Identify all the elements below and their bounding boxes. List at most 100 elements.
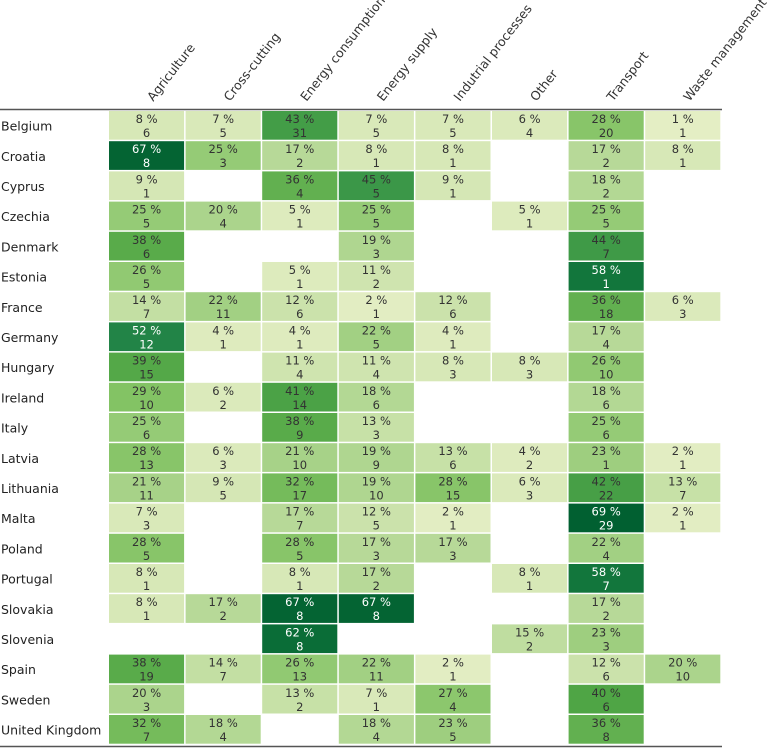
cell-fill — [338, 231, 414, 261]
cell-fill — [185, 654, 261, 684]
cell-fill — [185, 443, 261, 472]
cell-fill — [262, 564, 338, 593]
cell-percent: 2 % — [672, 444, 694, 458]
cell-percent: 25 % — [132, 203, 161, 217]
cell-count: 1 — [296, 217, 303, 231]
heatmap-cell: 8 %1 — [338, 141, 414, 170]
heatmap-cell: 17 %2 — [338, 564, 414, 593]
cell-fill — [185, 382, 261, 412]
row-label: Denmark — [1, 239, 59, 254]
heatmap-cell: 12 %6 — [262, 292, 338, 321]
heatmap-cell: 8 %3 — [492, 352, 568, 382]
cell-percent: 2 % — [672, 505, 694, 519]
cell-count: 19 — [139, 670, 154, 684]
cell-count: 22 — [599, 488, 614, 502]
cell-fill — [492, 564, 568, 593]
heatmap-cell: 36 %4 — [262, 171, 338, 200]
cell-percent: 67 % — [285, 595, 314, 609]
heatmap-cell: 58 %7 — [568, 564, 644, 593]
heatmap-cell: 69 %29 — [568, 503, 644, 533]
heatmap-cell: 7 %3 — [109, 503, 185, 533]
row-label: Portugal — [1, 572, 53, 587]
heatmap-cell: 11 %2 — [338, 262, 414, 291]
cell-count: 1 — [526, 579, 533, 593]
cell-count: 6 — [602, 428, 609, 442]
cell-fill — [492, 443, 568, 472]
heatmap-cell: 25 %6 — [109, 413, 185, 442]
cell-fill — [415, 654, 491, 684]
cell-percent: 18 % — [592, 384, 621, 398]
cell-percent: 11 % — [285, 354, 314, 368]
row-label: Croatia — [1, 149, 46, 164]
heatmap-cell: 2 %1 — [338, 292, 414, 321]
cell-percent: 12 % — [362, 505, 391, 519]
heatmap-cell: 58 %1 — [568, 262, 644, 291]
heatmap-cell: 43 %31 — [262, 111, 338, 140]
cell-percent: 6 % — [672, 293, 694, 307]
cell-count: 5 — [373, 337, 380, 351]
column-labels: Agriculture Cross-cutting Energy consumpti… — [144, 0, 768, 105]
cell-percent: 17 % — [438, 535, 467, 549]
cell-count: 9 — [373, 458, 380, 472]
heatmap-cell: 22 %5 — [338, 322, 414, 351]
cell-fill — [338, 352, 414, 382]
heatmap-cell: 23 %5 — [415, 715, 491, 744]
heatmap-cell: 6 %2 — [185, 382, 261, 412]
cell-count: 2 — [602, 156, 609, 170]
cell-fill — [262, 322, 338, 352]
cell-fill — [492, 201, 568, 231]
cell-fill — [415, 715, 491, 744]
cell-percent: 38 % — [132, 233, 161, 247]
heatmap-cell: 32 %7 — [109, 715, 185, 744]
cell-percent: 8 % — [365, 142, 387, 156]
heatmap-cell: 40 %6 — [568, 684, 644, 714]
cell-count: 2 — [219, 398, 226, 412]
cell-fill — [262, 624, 338, 654]
heatmap-cell: 22 %4 — [568, 533, 644, 563]
heatmap-cell: 28 %15 — [415, 473, 491, 503]
row-label: Ireland — [1, 390, 44, 405]
cell-fill — [338, 684, 414, 714]
cell-percent: 32 % — [132, 716, 161, 730]
cell-fill — [415, 292, 491, 321]
cell-fill — [415, 141, 491, 170]
cell-percent: 44 % — [592, 233, 621, 247]
cell-percent: 36 % — [592, 293, 621, 307]
cell-percent: 43 % — [285, 112, 314, 126]
cell-percent: 69 % — [592, 505, 621, 519]
cell-count: 6 — [449, 458, 456, 472]
cell-percent: 5 % — [289, 203, 311, 217]
heatmap-cell: 8 %1 — [645, 141, 721, 170]
cell-percent: 2 % — [365, 293, 387, 307]
cell-percent: 8 % — [289, 565, 311, 579]
heatmap-cell: 17 %7 — [262, 503, 338, 533]
cell-percent: 8 % — [442, 354, 464, 368]
cell-fill — [415, 171, 491, 201]
heatmap-cell: 15 %2 — [492, 624, 568, 653]
row-label: Sweden — [1, 692, 50, 707]
heatmap-cell: 17 %3 — [415, 533, 491, 563]
row-labels: Belgium Croatia Cyprus Czechia Denmark Estoni… — [1, 119, 101, 738]
cell-percent: 7 % — [365, 686, 387, 700]
cell-count: 1 — [679, 458, 686, 472]
heatmap-cell: 42 %22 — [568, 473, 644, 502]
cell-count: 7 — [143, 730, 150, 744]
cell-percent: 20 % — [132, 686, 161, 700]
heatmap-cell: 17 %3 — [338, 533, 414, 563]
cell-fill — [338, 382, 414, 412]
cell-fill — [568, 654, 644, 684]
cell-count: 10 — [599, 368, 614, 382]
cell-percent: 6 % — [212, 384, 234, 398]
cell-percent: 2 % — [442, 656, 464, 670]
cell-percent: 18 % — [362, 716, 391, 730]
cell-count: 4 — [373, 730, 380, 744]
cell-fill — [415, 503, 491, 533]
heatmap-cell: 13 %2 — [262, 684, 338, 714]
cell-fill — [415, 473, 491, 503]
cell-percent: 25 % — [209, 142, 238, 156]
cell-fill — [568, 503, 644, 533]
heatmap-cell: 25 %5 — [568, 201, 644, 231]
cell-percent: 36 % — [285, 172, 314, 186]
row-label: Slovakia — [1, 602, 53, 617]
row-label: Malta — [1, 511, 35, 526]
